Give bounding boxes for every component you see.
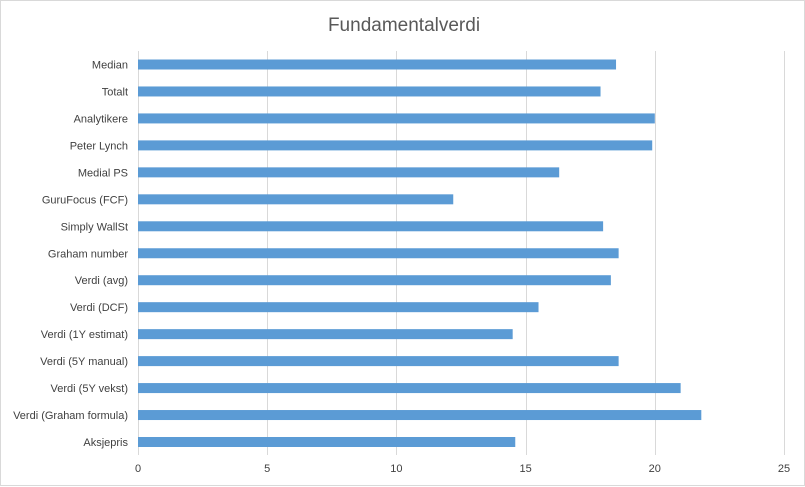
bar <box>138 302 539 313</box>
x-tick-label: 10 <box>390 463 402 475</box>
category-label: Median <box>92 60 128 72</box>
category-label: Graham number <box>48 248 128 260</box>
bar <box>138 356 619 367</box>
x-tick-labels: 0 5 10 15 20 25 <box>135 463 790 475</box>
bar <box>138 194 454 205</box>
bar <box>138 329 513 340</box>
x-tick-label: 0 <box>135 463 141 475</box>
category-label: Verdi (avg) <box>75 275 128 287</box>
x-tick-label: 15 <box>519 463 531 475</box>
category-label: Medial PS <box>78 167 128 179</box>
category-label: Peter Lynch <box>70 140 128 152</box>
category-label: Verdi (5Y vekst) <box>51 383 128 395</box>
chart-title: Fundamentalverdi <box>328 15 480 36</box>
category-label: Verdi (Graham formula) <box>13 410 128 422</box>
category-label: Verdi (DCF) <box>70 302 128 314</box>
category-label: Aksjepris <box>83 437 128 449</box>
bar <box>138 410 702 421</box>
bar <box>138 275 611 286</box>
bar <box>138 221 604 232</box>
bar <box>138 59 617 70</box>
category-label: Totalt <box>102 86 128 98</box>
category-label: Analytikere <box>74 113 128 125</box>
x-tick-label: 25 <box>778 463 790 475</box>
category-labels: Median Totalt Analytikere Peter Lynch Medial… <box>13 60 128 450</box>
category-label: Verdi (1Y estimat) <box>41 329 128 341</box>
category-label: GuruFocus (FCF) <box>42 194 128 206</box>
bar <box>138 248 619 259</box>
bar <box>138 113 655 124</box>
bar <box>138 167 560 178</box>
bar <box>138 383 681 394</box>
x-tick-label: 20 <box>649 463 661 475</box>
bar <box>138 140 653 151</box>
x-tick-label: 5 <box>264 463 270 475</box>
bar <box>138 437 516 447</box>
category-label: Simply WallSt <box>61 221 128 233</box>
bars <box>138 59 702 447</box>
bar <box>138 86 601 97</box>
category-label: Verdi (5Y manual) <box>40 356 128 368</box>
